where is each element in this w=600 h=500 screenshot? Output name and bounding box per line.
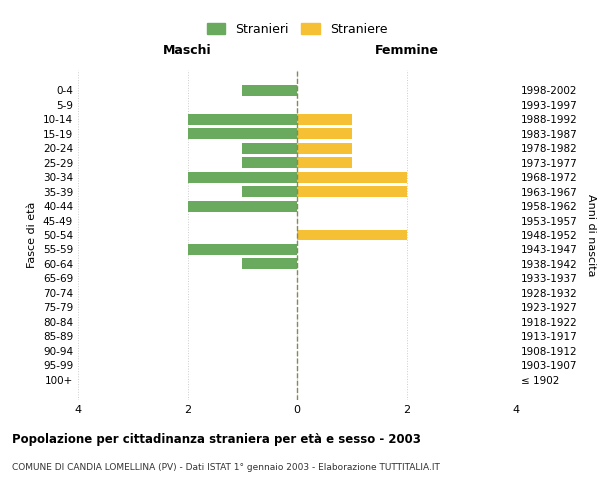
Bar — [187, 172, 297, 182]
Bar — [242, 258, 297, 270]
Legend: Stranieri, Straniere: Stranieri, Straniere — [200, 17, 394, 42]
Bar — [297, 186, 407, 197]
Y-axis label: Fasce di età: Fasce di età — [28, 202, 37, 268]
Bar — [297, 143, 352, 154]
Bar — [242, 143, 297, 154]
Y-axis label: Anni di nascita: Anni di nascita — [586, 194, 596, 276]
Bar — [187, 200, 297, 211]
Bar — [297, 230, 407, 240]
Bar — [187, 128, 297, 139]
Text: Femmine: Femmine — [374, 44, 439, 57]
Text: COMUNE DI CANDIA LOMELLINA (PV) - Dati ISTAT 1° gennaio 2003 - Elaborazione TUTT: COMUNE DI CANDIA LOMELLINA (PV) - Dati I… — [12, 462, 440, 471]
Bar — [297, 128, 352, 139]
Text: Maschi: Maschi — [163, 44, 212, 57]
Bar — [297, 172, 407, 182]
Text: Popolazione per cittadinanza straniera per età e sesso - 2003: Popolazione per cittadinanza straniera p… — [12, 432, 421, 446]
Bar — [242, 186, 297, 197]
Bar — [297, 114, 352, 125]
Bar — [187, 114, 297, 125]
Bar — [242, 85, 297, 96]
Bar — [242, 158, 297, 168]
Bar — [297, 158, 352, 168]
Bar — [187, 244, 297, 255]
